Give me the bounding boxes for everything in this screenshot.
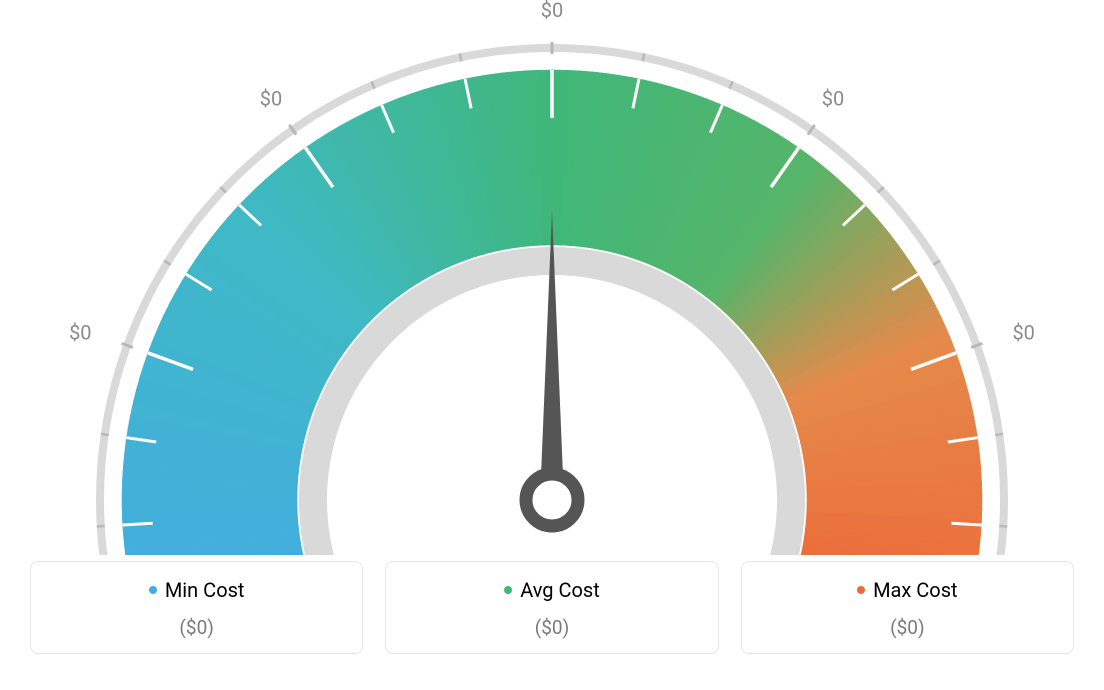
legend-value-max: ($0)	[754, 616, 1061, 639]
legend-label-min: Min Cost	[149, 578, 245, 602]
cost-gauge-container: $0$0$0$0$0$0$0 Min Cost ($0) Avg Cost ($…	[0, 0, 1104, 690]
tick-label: $0	[260, 87, 282, 111]
legend-value-min: ($0)	[43, 616, 350, 639]
tick-label: $0	[541, 0, 563, 22]
tick-label: $0	[69, 320, 91, 344]
legend-card-max: Max Cost ($0)	[741, 561, 1074, 654]
legend-text-min: Min Cost	[165, 578, 245, 602]
legend-label-avg: Avg Cost	[504, 578, 600, 602]
legend-label-max: Max Cost	[857, 578, 958, 602]
legend-text-avg: Avg Cost	[520, 578, 600, 602]
tick-label: $0	[822, 87, 844, 111]
dot-icon	[149, 586, 157, 594]
legend-card-avg: Avg Cost ($0)	[385, 561, 718, 654]
legend-value-avg: ($0)	[398, 616, 705, 639]
gauge-svg: $0$0$0$0$0$0$0	[0, 0, 1104, 555]
legend-text-max: Max Cost	[873, 578, 958, 602]
legend-card-min: Min Cost ($0)	[30, 561, 363, 654]
dot-icon	[857, 586, 865, 594]
dot-icon	[504, 586, 512, 594]
gauge-chart: $0$0$0$0$0$0$0	[0, 0, 1104, 555]
legend-row: Min Cost ($0) Avg Cost ($0) Max Cost ($0…	[0, 561, 1104, 654]
tick-label: $0	[1012, 320, 1034, 344]
